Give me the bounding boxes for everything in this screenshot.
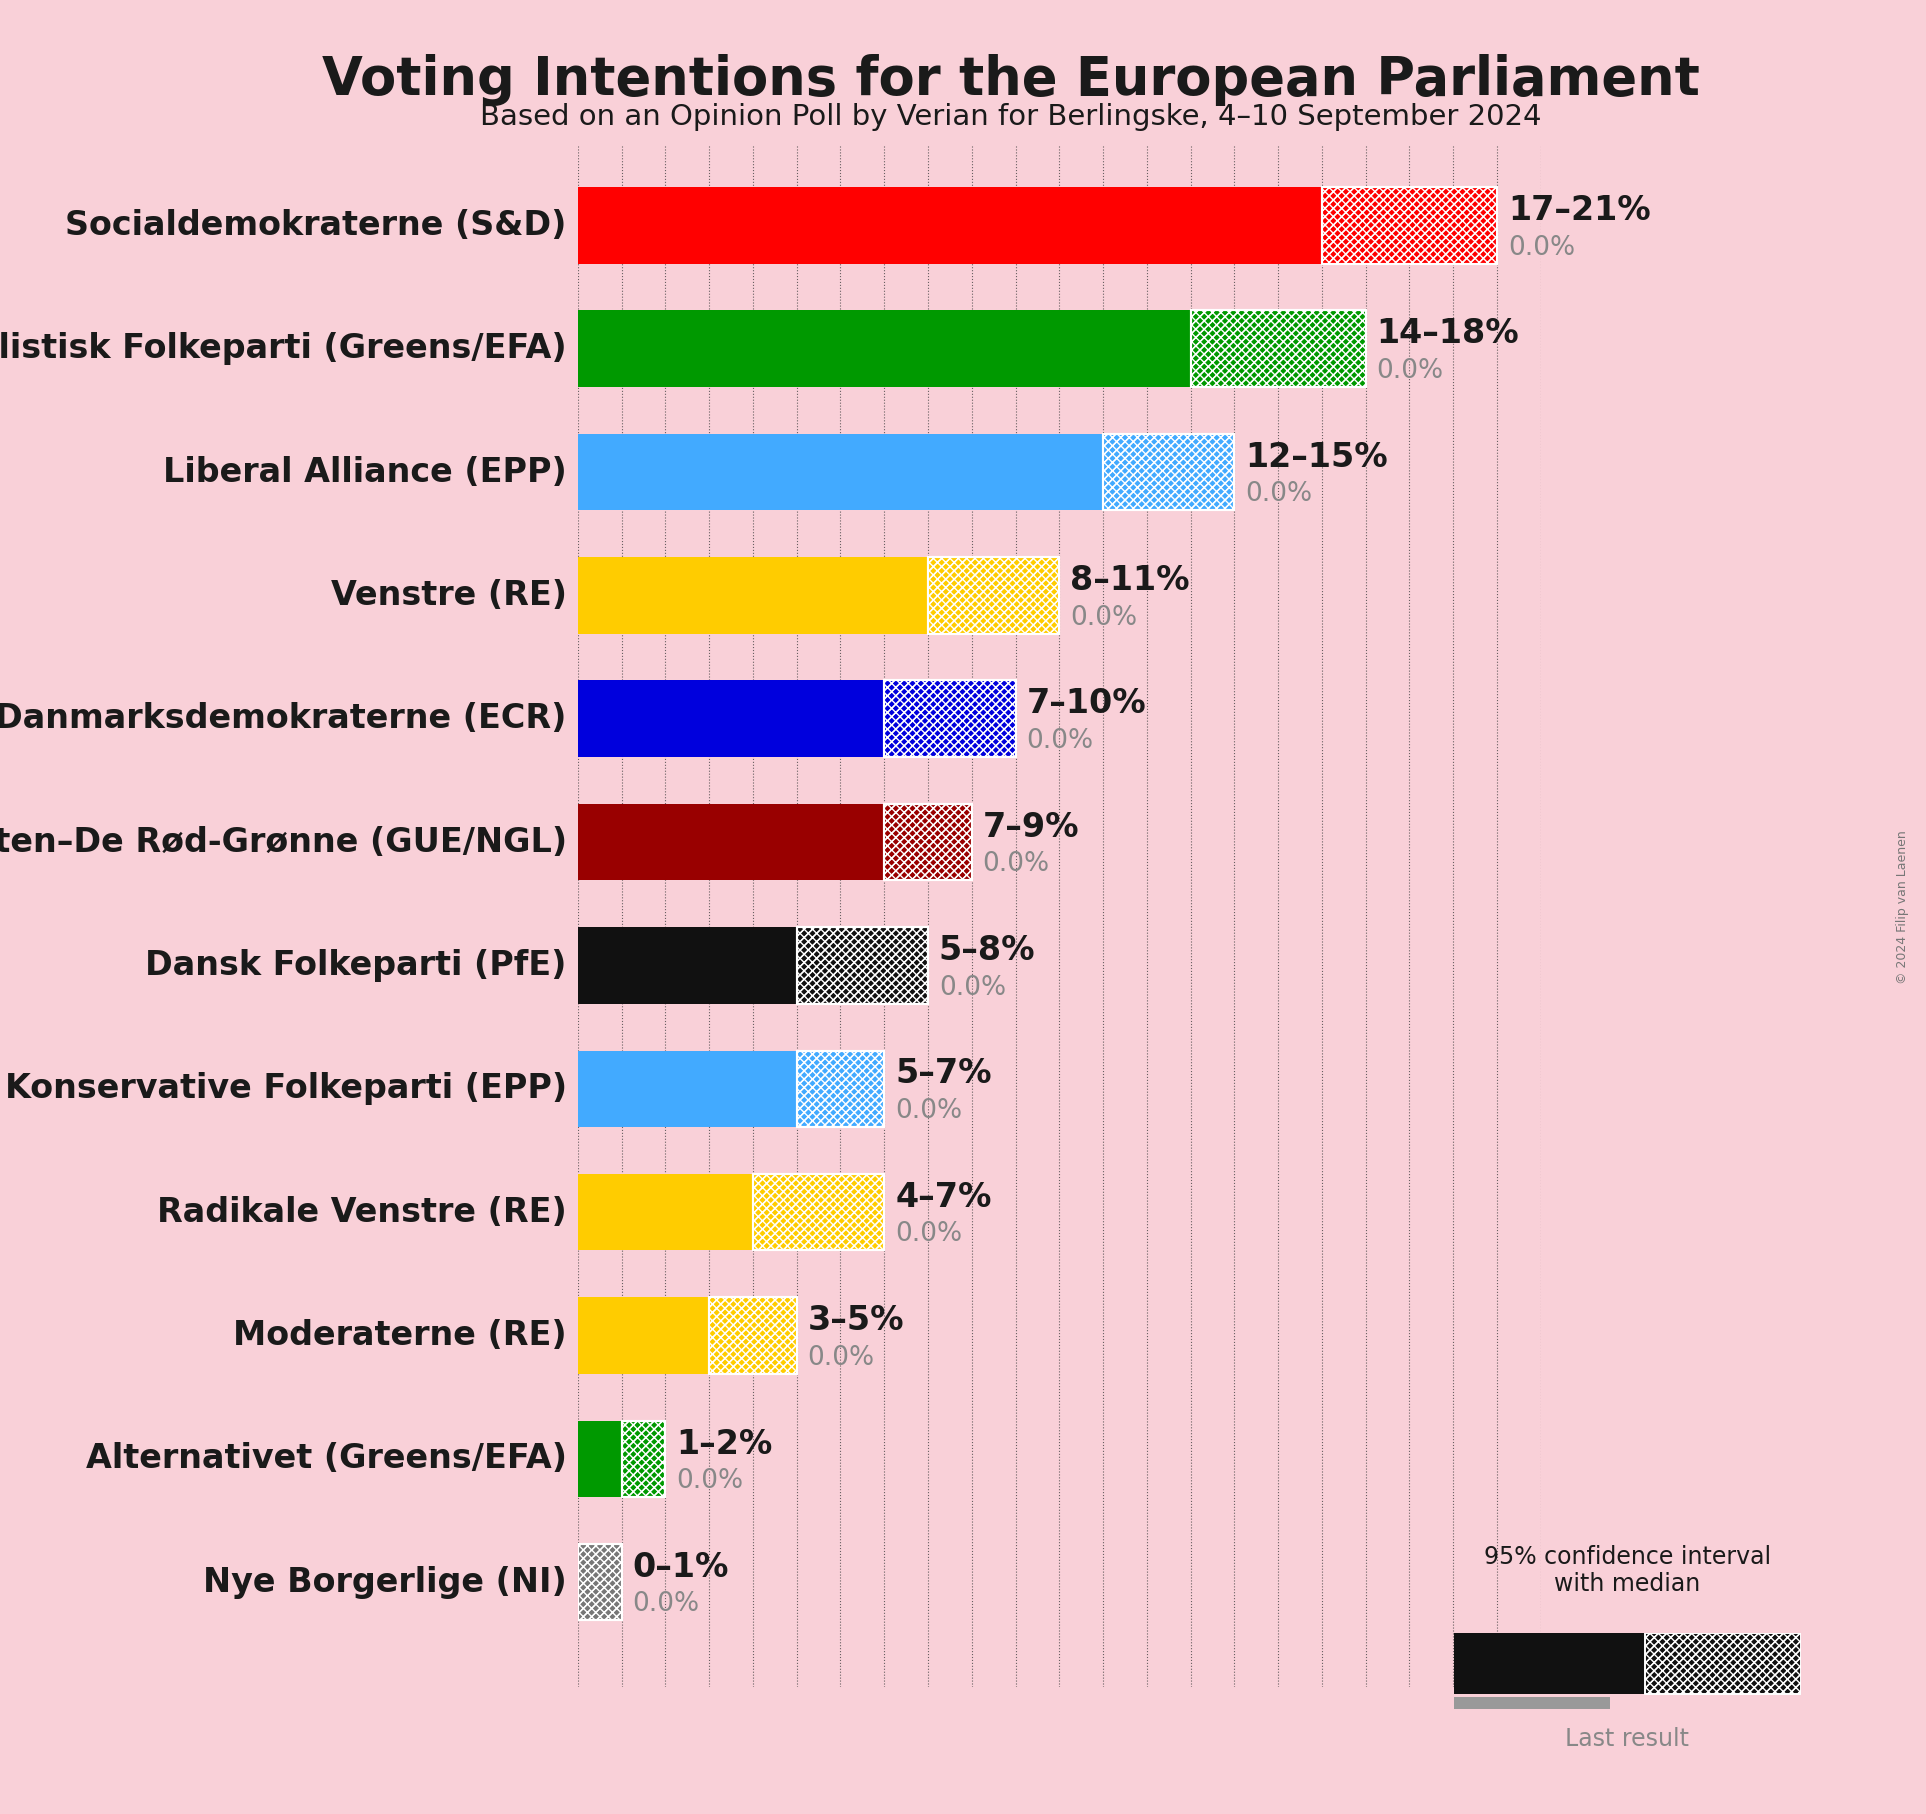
Bar [578,310,1190,386]
Bar [578,1544,622,1620]
Text: 12–15%: 12–15% [1246,441,1389,473]
Text: 4–7%: 4–7% [896,1181,992,1214]
Text: 95% confidence interval
with median: 95% confidence interval with median [1483,1544,1772,1596]
Bar [578,1174,753,1250]
Text: 0.0%: 0.0% [982,851,1050,878]
Text: Voting Intentions for the European Parliament: Voting Intentions for the European Parli… [322,54,1701,107]
Bar [884,680,1015,756]
Bar [797,1050,884,1126]
Bar [753,1174,884,1250]
Text: Socialistisk Folkeparti (Greens/EFA): Socialistisk Folkeparti (Greens/EFA) [0,332,566,365]
Bar [1454,1633,1645,1694]
Bar [1190,310,1366,386]
Bar [578,680,884,756]
Text: 17–21%: 17–21% [1508,194,1651,227]
Bar [797,927,928,1003]
Bar [1321,187,1497,263]
Bar [1190,310,1366,386]
Text: Nye Borgerlige (NI): Nye Borgerlige (NI) [202,1565,566,1598]
Bar [709,1297,797,1373]
Text: 0.0%: 0.0% [940,974,1005,1001]
Text: 3–5%: 3–5% [807,1304,903,1337]
Text: 0.0%: 0.0% [1377,357,1444,385]
Bar [622,1420,664,1497]
Text: Enhedslisten–De Rød-Grønne (GUE/NGL): Enhedslisten–De Rød-Grønne (GUE/NGL) [0,825,566,858]
Text: 0.0%: 0.0% [1071,604,1138,631]
Text: 8–11%: 8–11% [1071,564,1190,597]
Text: 7–10%: 7–10% [1027,688,1146,720]
Bar [1190,310,1366,386]
Text: Last result: Last result [1566,1727,1689,1751]
Bar [709,1297,797,1373]
Text: Radikale Venstre (RE): Radikale Venstre (RE) [158,1195,566,1228]
Bar [797,1050,884,1126]
Bar [578,1544,622,1620]
Bar [1321,187,1497,263]
Bar [578,557,928,633]
Text: 5–8%: 5–8% [940,934,1036,967]
Text: 0.0%: 0.0% [1508,234,1575,261]
Bar [578,1420,622,1497]
Bar [928,557,1059,633]
Text: 1–2%: 1–2% [676,1428,772,1460]
Text: Based on an Opinion Poll by Verian for Berlingske, 4–10 September 2024: Based on an Opinion Poll by Verian for B… [480,103,1543,131]
Bar [753,1174,884,1250]
Bar [1104,434,1235,510]
Bar [928,557,1059,633]
Bar [578,1050,797,1126]
Bar [622,1420,664,1497]
Bar [578,187,1321,263]
Bar [1645,1633,1801,1694]
Bar [797,927,928,1003]
Text: Socialdemokraterne (S&D): Socialdemokraterne (S&D) [65,209,566,241]
Text: 0.0%: 0.0% [1246,481,1312,508]
Text: Moderaterne (RE): Moderaterne (RE) [233,1319,566,1351]
Text: Danmarksdemokraterne (ECR): Danmarksdemokraterne (ECR) [0,702,566,735]
Bar [1321,187,1497,263]
Text: Dansk Folkeparti (PfE): Dansk Folkeparti (PfE) [146,949,566,981]
Text: Det Konservative Folkeparti (EPP): Det Konservative Folkeparti (EPP) [0,1072,566,1105]
Text: 14–18%: 14–18% [1377,317,1520,350]
Text: 0.0%: 0.0% [896,1097,963,1125]
Bar [578,804,884,880]
Bar [797,1050,884,1126]
Text: © 2024 Filip van Laenen: © 2024 Filip van Laenen [1897,831,1909,983]
Bar [578,434,1104,510]
Text: 0.0%: 0.0% [632,1591,699,1618]
Bar [884,804,973,880]
Text: 7–9%: 7–9% [982,811,1079,844]
Bar [622,1420,664,1497]
Bar [709,1297,797,1373]
Bar [884,804,973,880]
Bar [578,1544,622,1620]
Bar [1645,1633,1801,1694]
Bar [1104,434,1235,510]
Text: Alternativet (Greens/EFA): Alternativet (Greens/EFA) [87,1442,566,1475]
Text: 0.0%: 0.0% [1027,727,1094,755]
Bar [884,680,1015,756]
Text: 0.0%: 0.0% [896,1221,963,1248]
Text: 0–1%: 0–1% [632,1551,728,1584]
Bar [884,680,1015,756]
Bar [578,927,797,1003]
Bar [1104,434,1235,510]
Bar [1454,1696,1610,1714]
Text: 0.0%: 0.0% [676,1468,743,1495]
Text: Liberal Alliance (EPP): Liberal Alliance (EPP) [164,455,566,488]
Bar [928,557,1059,633]
Text: Venstre (RE): Venstre (RE) [331,579,566,611]
Text: 5–7%: 5–7% [896,1058,992,1090]
Bar [797,927,928,1003]
Bar [578,1297,709,1373]
Bar [1645,1633,1801,1694]
Bar [753,1174,884,1250]
Text: 0.0%: 0.0% [807,1344,874,1371]
Bar [884,804,973,880]
